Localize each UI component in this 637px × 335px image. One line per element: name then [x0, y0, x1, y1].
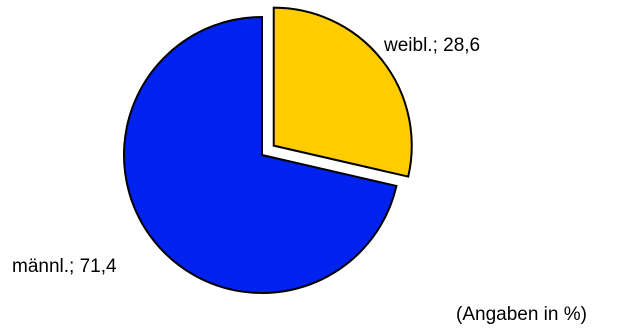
- data-label-weibl: weibl.; 28,6: [383, 35, 480, 56]
- pie-slice-maennl: [123, 15, 398, 294]
- pie-labels: weibl.; 28,6 männl.; 71,4: [12, 35, 480, 277]
- units-note: (Angaben in %): [456, 304, 587, 325]
- pie-slice-weibl: [272, 6, 413, 178]
- data-label-maennl: männl.; 71,4: [12, 256, 117, 277]
- pie-slices: [123, 6, 413, 294]
